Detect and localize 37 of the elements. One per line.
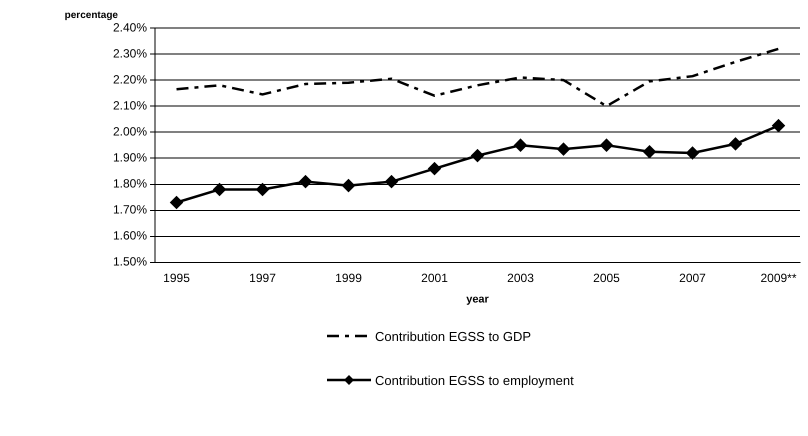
y-tick-label: 2.40% — [112, 20, 148, 34]
x-tick-label: 2005 — [593, 270, 620, 285]
point — [342, 179, 355, 192]
point — [170, 196, 183, 209]
y-tick-label: 2.10% — [112, 98, 148, 112]
y-tick-label: 2.30% — [112, 46, 148, 60]
point — [213, 183, 226, 196]
x-axis-title: year — [466, 293, 490, 306]
point — [772, 119, 785, 132]
legend-label: Contribution EGSS to employment — [375, 372, 574, 388]
point — [643, 145, 656, 158]
point — [256, 183, 269, 196]
y-tick-label: 1.90% — [112, 150, 148, 165]
point — [514, 138, 527, 152]
y-tick-label: 1.70% — [112, 202, 148, 217]
x-tick-label: 1997 — [249, 270, 276, 285]
point — [299, 175, 312, 188]
x-tick-label: 2001 — [421, 270, 448, 285]
point — [686, 146, 699, 160]
y-tick-label: 1.60% — [112, 228, 148, 243]
x-tick-label: 2009** — [760, 270, 797, 285]
point — [557, 142, 570, 156]
x-tick-label: 1995 — [163, 270, 190, 285]
point — [729, 138, 742, 150]
point — [600, 138, 613, 152]
y-tick-label: 1.50% — [112, 254, 148, 269]
x-tick-label: 1999 — [335, 270, 362, 285]
y-tick-label: 2.20% — [112, 72, 148, 86]
y-tick-label: 1.80% — [112, 176, 148, 191]
x-tick-label: 2007 — [679, 270, 706, 285]
legend-label: Contribution EGSS to GDP — [375, 328, 532, 344]
y-axis-title: percentage — [64, 10, 118, 21]
point — [471, 149, 484, 162]
x-tick-label: 2003 — [507, 270, 534, 285]
point — [428, 162, 441, 175]
point — [385, 175, 398, 188]
y-tick-label: 2.00% — [112, 124, 148, 138]
